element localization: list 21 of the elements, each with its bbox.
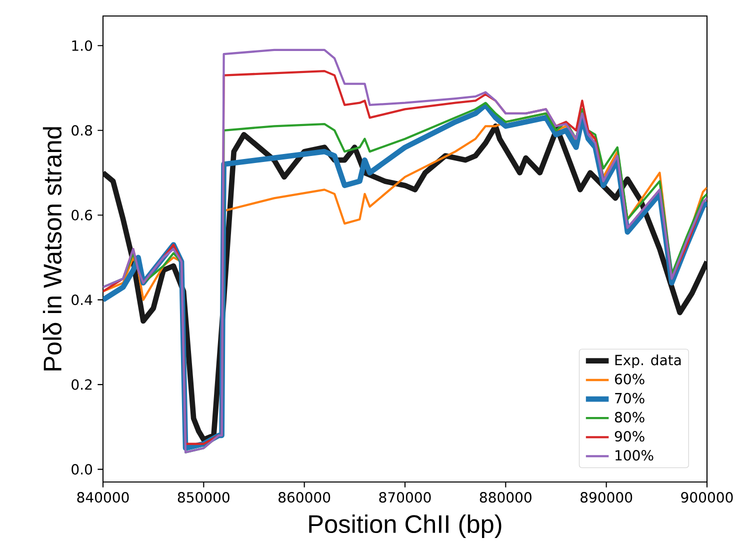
legend-label: 80% — [614, 412, 644, 422]
x-tick-label: 870000 — [379, 492, 431, 503]
x-tick-label: 860000 — [278, 492, 330, 503]
x-tick-label: 840000 — [77, 492, 129, 503]
y-tick-label: 0.4 — [72, 294, 92, 306]
y-tick-label: 0.8 — [72, 125, 92, 136]
y-tick-label: 0.6 — [72, 210, 92, 220]
y-axis-title: Polδ in Watson strand — [42, 127, 62, 370]
x-axis-title: Position ChII (bp) — [309, 514, 502, 538]
legend-label: 60% — [614, 374, 644, 384]
y-tick-label: 0.2 — [72, 379, 92, 390]
x-tick-label: 900000 — [681, 492, 733, 503]
y-tick-label: 1.0 — [72, 40, 92, 51]
x-tick-label: 890000 — [580, 492, 632, 503]
x-tick-label: 880000 — [480, 492, 532, 503]
legend-label: 70% — [615, 392, 644, 404]
legend-label: 100% — [616, 450, 654, 461]
x-tick-label: 850000 — [178, 492, 230, 503]
legend-label: 90% — [614, 430, 644, 442]
legend-label: Exp. data — [615, 354, 681, 368]
y-tick-label: 0.0 — [72, 464, 92, 475]
